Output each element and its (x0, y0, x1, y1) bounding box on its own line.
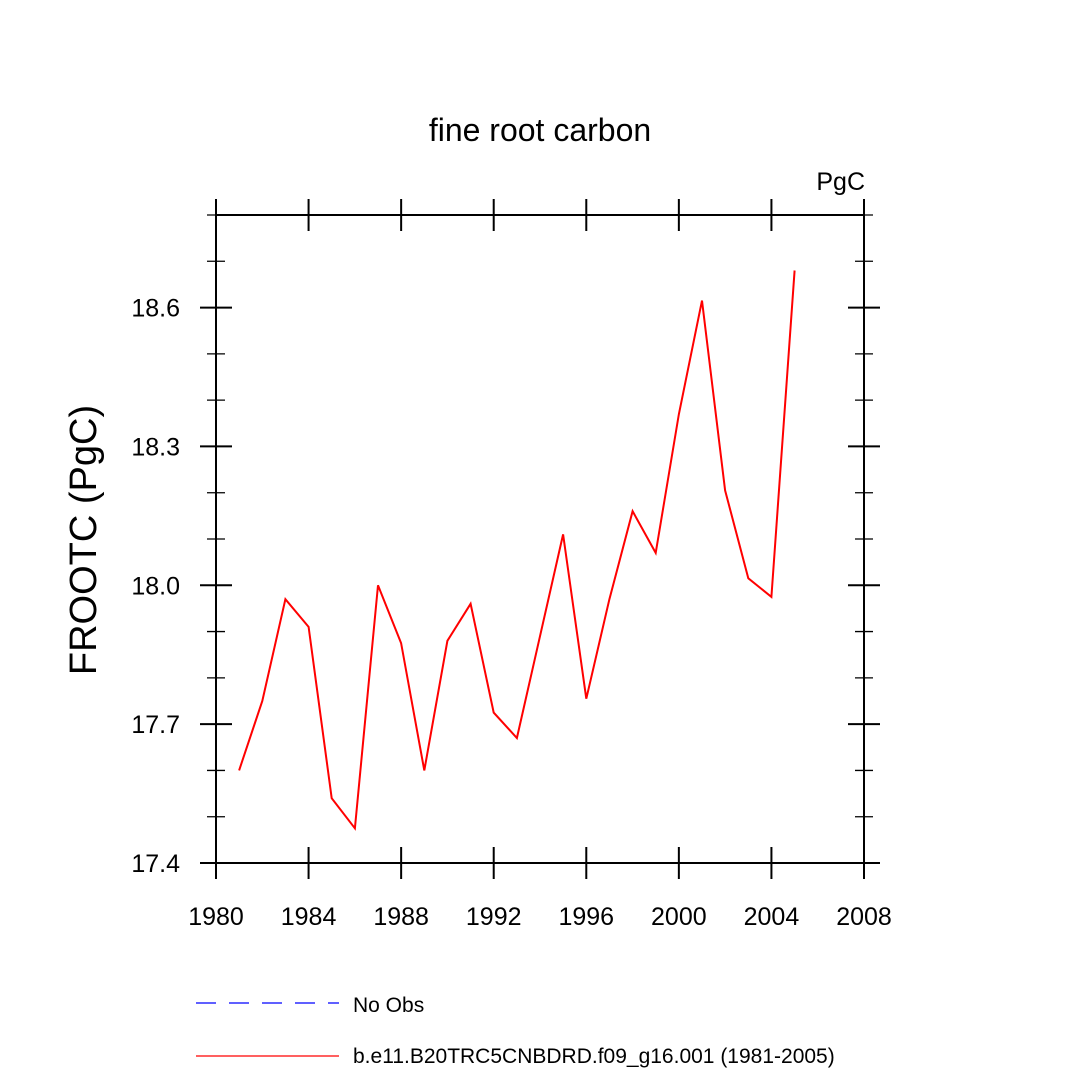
series-line (238, 270, 796, 831)
x-tick-label: 1992 (466, 903, 522, 931)
y-tick-label: 17.4 (131, 850, 180, 878)
x-tick-label: 2008 (836, 903, 892, 931)
x-tick-label: 2004 (744, 903, 800, 931)
y-axis-label: FROOTC (PgC) (63, 405, 105, 675)
y-tick-label: 18.0 (131, 572, 180, 600)
x-tick-label: 1988 (373, 903, 429, 931)
y-tick-label: 18.6 (131, 295, 180, 323)
x-tick-label: 2000 (651, 903, 707, 931)
units-label: PgC (816, 168, 865, 196)
axis-tick-labels: 1980 1984 1988 1992 1996 2000 2004 2008 17.4 17.7… (131, 295, 891, 931)
legend-label-model-run: b.e11.B20TRC5CNBDRD.f09_g16.001 (1981-20… (353, 1045, 835, 1068)
plot-frame (215, 214, 865, 864)
legend-label-no-obs: No Obs (353, 994, 424, 1017)
axis-ticks (200, 199, 880, 879)
x-tick-label: 1984 (281, 903, 337, 931)
legend: No Obs b.e11.B20TRC5CNBDRD.f09_g16.001 (… (196, 994, 835, 1068)
x-tick-label: 1980 (188, 903, 244, 931)
series-group (238, 270, 796, 831)
y-tick-label: 18.3 (131, 433, 180, 461)
y-tick-label: 17.7 (131, 711, 180, 739)
chart-title: fine root carbon (429, 112, 651, 148)
x-tick-label: 1996 (558, 903, 614, 931)
